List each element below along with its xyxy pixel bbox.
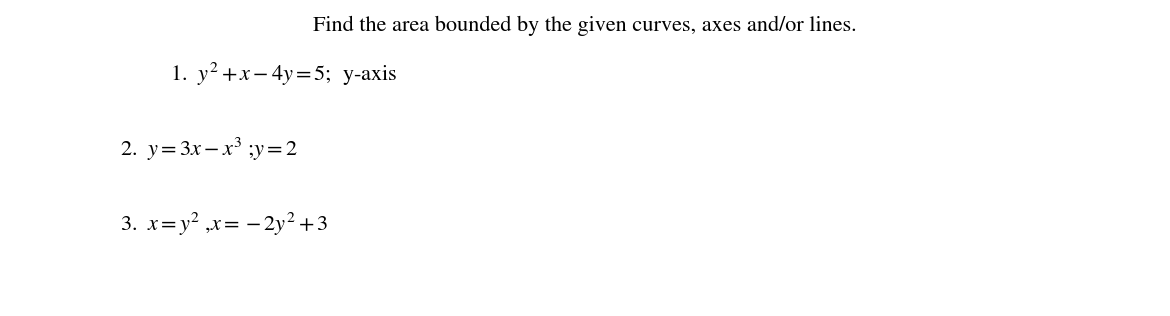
Text: 3.  $x = y^2$ ,$x = -2y^2 + 3$: 3. $x = y^2$ ,$x = -2y^2 + 3$ bbox=[121, 211, 329, 238]
Text: 1.  $y^2 + x - 4y = 5$;  y-axis: 1. $y^2 + x - 4y = 5$; y-axis bbox=[170, 61, 398, 88]
Text: Find the area bounded by the given curves, axes and/or lines.: Find the area bounded by the given curve… bbox=[314, 16, 856, 36]
Text: 2.  $y = 3x - x^3$ ;$y = 2$: 2. $y = 3x - x^3$ ;$y = 2$ bbox=[121, 136, 298, 163]
